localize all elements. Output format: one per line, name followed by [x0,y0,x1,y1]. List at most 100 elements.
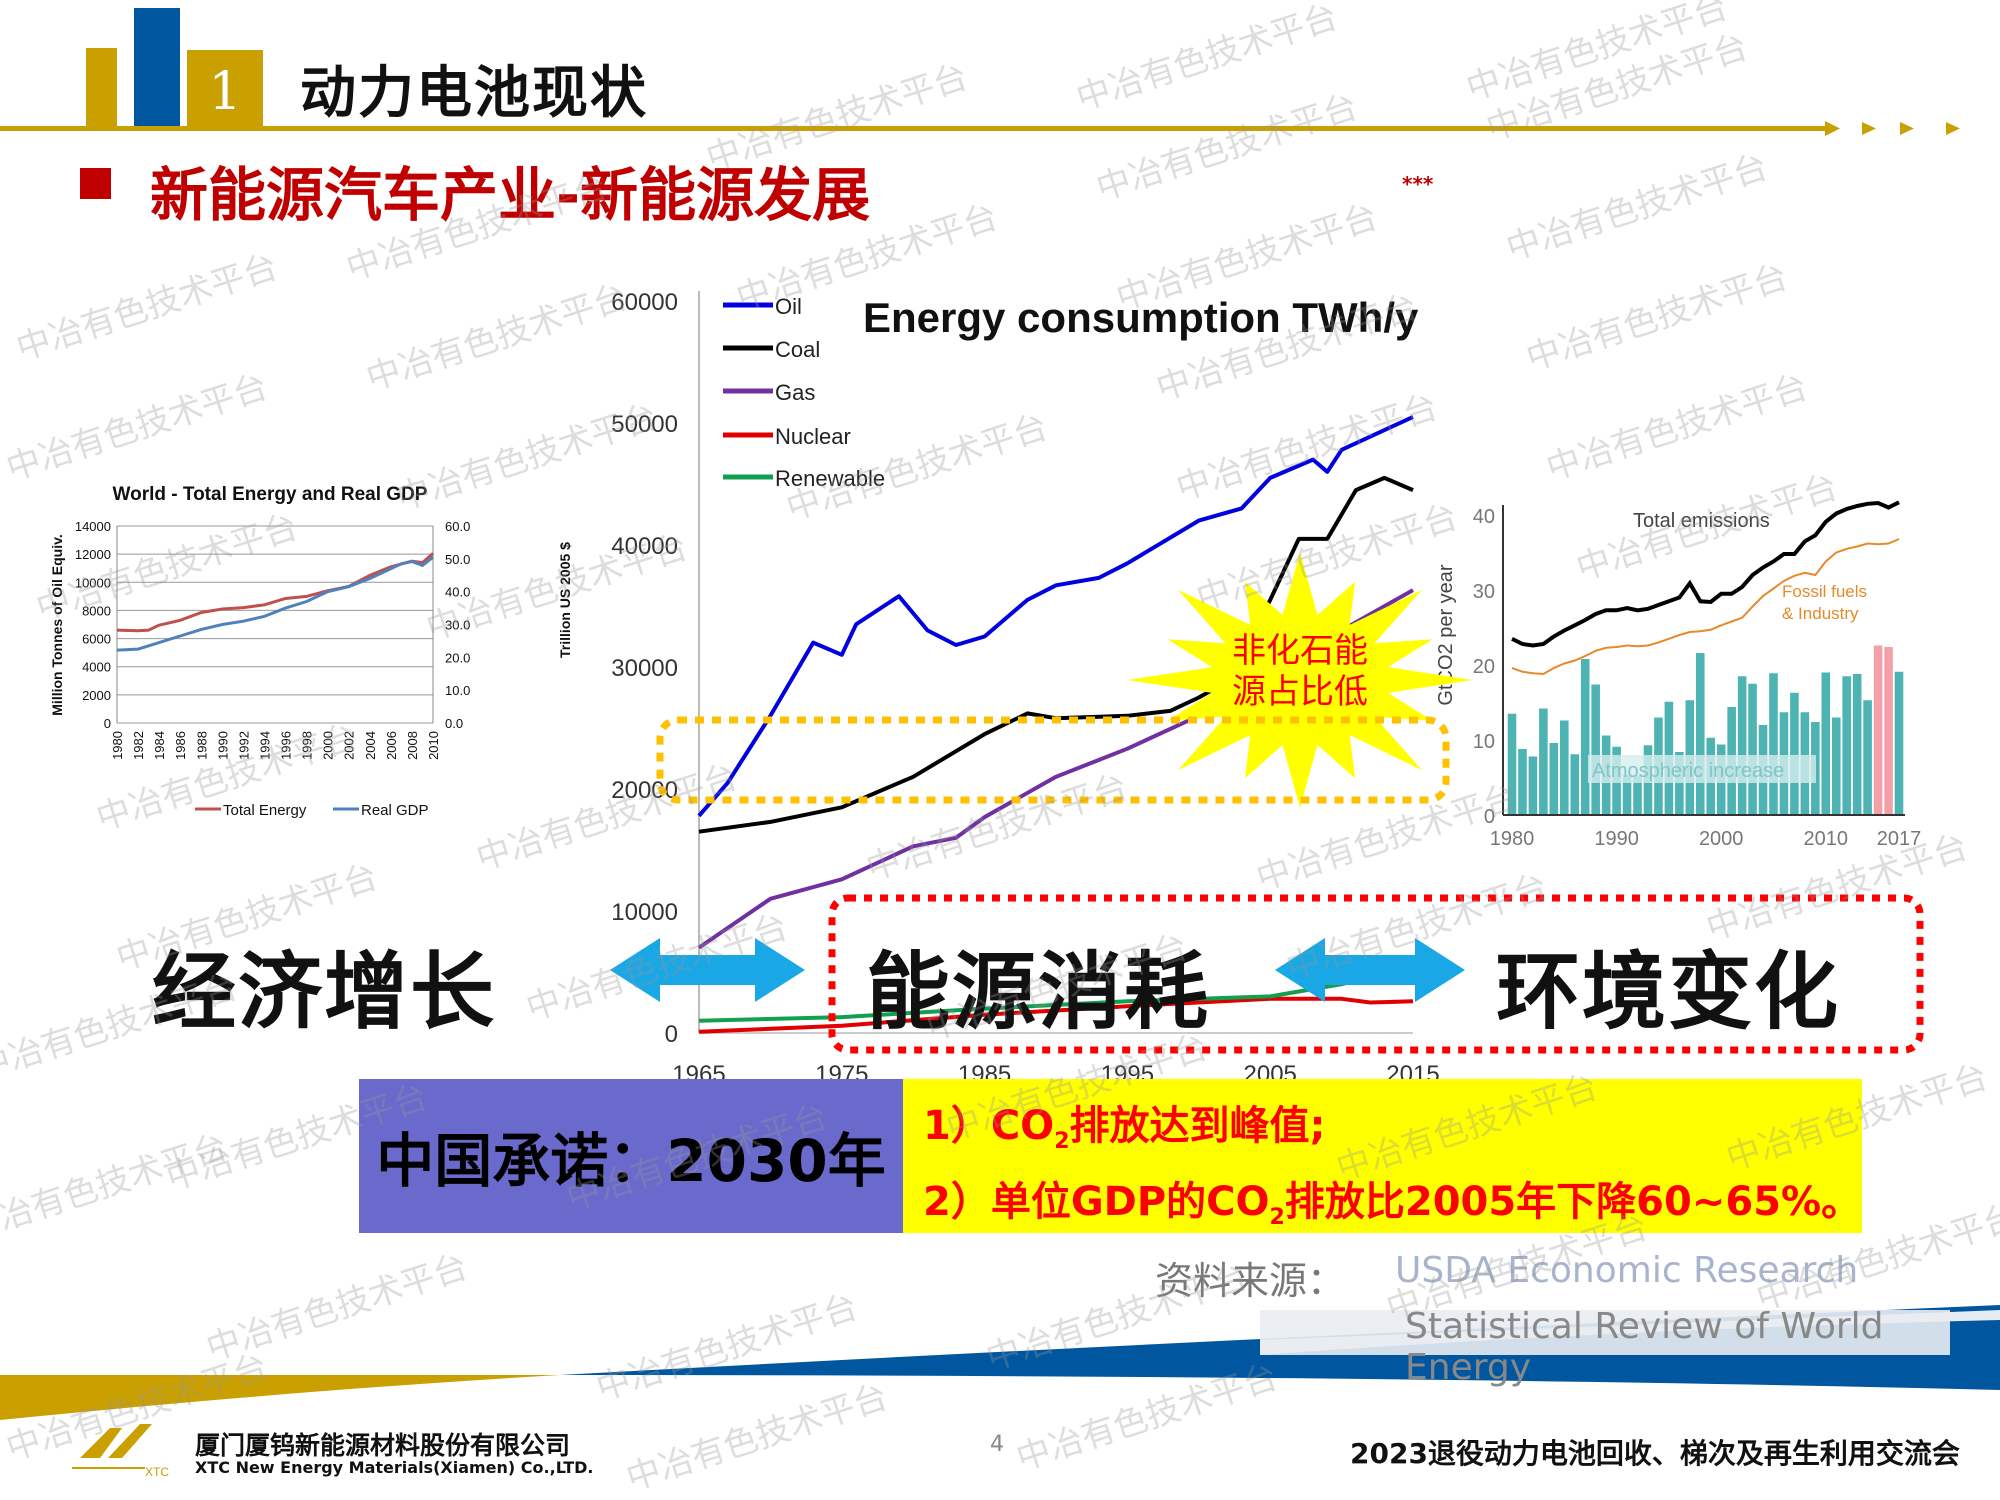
goal-2-prefix: 2）单位GDP的CO [923,1179,1270,1225]
y-tick-label: 6000 [82,632,111,647]
renewable-highlight-box [656,716,1450,804]
bar-1987 [1580,659,1590,815]
energy-environment-box [828,894,1924,1054]
economy-growth-label: 经济增长 [152,943,497,1041]
header-bar-blue [134,8,180,128]
co2-emissions-chart: 0 10 20 30 40 1980 1990 2000 2010 2017 Total emiss… [1435,500,1922,850]
x-tick-label: 1996 [279,731,294,760]
x-tick-label: 1994 [257,731,272,760]
x-tick-label: 2002 [342,731,357,760]
y-tick-label: 50000 [611,411,678,438]
china-promise-box: 中国承诺：2030年 [359,1079,903,1233]
y-axis-title: GtCO2 per year [1435,564,1457,706]
bar-2010 [1821,672,1831,815]
series-line-coal [698,475,1414,834]
x-tick-label: 1984 [152,731,167,760]
x-tick-label: 2008 [405,731,420,760]
page-number: 4 [990,1432,1004,1457]
series-label-fossil-line1: Fossil fuels [1782,582,1867,601]
x-tick-label: 1980 [110,731,125,760]
y2-axis-title: Trillion US 2005 $ [557,542,573,658]
legend-label: Real GDP [361,802,429,819]
series-line-nuclear [698,996,1414,1034]
x-tick-label: 1992 [236,731,251,760]
series-line-total-energy [116,552,434,633]
goal-2: 2）单位GDP的CO2排放比2005年下降60~65%。 [923,1169,1861,1230]
callout-line2: 源占比低 [1232,673,1368,711]
legend-label: Gas [775,380,815,405]
source-statistical-review: Statistical Review of World Energy [1405,1306,1884,1388]
x-tick-label: 2006 [384,731,399,760]
bar-2016 [1884,647,1893,815]
bar-2012 [1842,676,1851,815]
callout-line1: 非化石能 [1232,632,1368,670]
promise-goals-box: 1）CO2排放达到峰值; 2）单位GDP的CO2排放比2005年下降60~65%… [903,1079,1862,1233]
y-tick-label: 0 [1484,806,1495,828]
y-tick-label: 4000 [82,660,111,675]
promise-label: 中国承诺：2030年 [376,1127,886,1195]
bar-2017 [1894,671,1904,815]
goal-1-sub: 2 [1054,1129,1070,1154]
bar-1984 [1549,743,1559,815]
y-tick-label: 20000 [611,777,678,804]
y-tick-label: 8000 [82,603,111,618]
legend-label: Coal [775,337,820,362]
y-tick-label: 40000 [611,533,678,560]
x-tick-label: 2017 [1877,828,1922,850]
section-number: 1 [187,50,263,128]
bar-series-label: Atmospheric increase [1592,760,1784,782]
x-tick-label: 1988 [194,731,209,760]
bullet-square [80,168,111,199]
section-subtitle: 新能源汽车产业-新能源发展 [150,161,871,229]
environment-change-label: 环境变化 [1496,943,1841,1041]
bar-2003 [1748,683,1757,815]
series-label-total-emissions: Total emissions [1633,510,1770,532]
source-usda: USDA Economic Research [1395,1250,1859,1291]
series-line-total-emissions [1511,500,1900,648]
energy-consumption-label: 能源消耗 [866,943,1211,1041]
series-label-fossil-line2: & Industry [1782,604,1859,623]
y-tick-label: 30 [1473,581,1495,603]
company-logo: XTC [72,1424,169,1479]
x-tick-label: 2000 [1699,828,1744,850]
bar-1986 [1570,754,1580,815]
goal-1: 1）CO2排放达到峰值; [923,1093,1326,1154]
series-line-fossil-fuels [1511,538,1900,676]
y-tick-label: 10000 [75,575,111,590]
marker-text: *** [1402,172,1434,196]
y-tick-label: 20 [1473,656,1495,678]
series-line-real-gdp [116,556,434,652]
x-tick-label: 1980 [1490,828,1535,850]
y-axis-title: Million Tonnes of Oil Equiv. [49,534,65,715]
bar-1992 [1633,775,1642,815]
y-tick-label: 30000 [611,655,678,682]
legend-label: Renewable [775,466,885,491]
bar-2005 [1769,673,1778,815]
x-tick-label: 2004 [363,731,378,760]
sources-label: 资料来源： [1155,1259,1346,1303]
bar-1991 [1622,774,1632,815]
y2-tick-label: 0.0 [445,716,463,731]
bar-1980 [1507,713,1517,815]
header-bar-gold [86,48,117,128]
y-tick-label: 12000 [75,547,111,562]
y-tick-label: 14000 [75,519,111,534]
company-name-en: XTC New Energy Materials(Xiamen) Co.,LTD… [195,1458,594,1477]
bar-2014 [1863,700,1872,815]
logo-text: XTC [145,1465,169,1479]
goal-2-suffix: 排放比2005年下降60~65%。 [1284,1179,1862,1225]
bar-2011 [1831,717,1841,815]
x-tick-label: 1990 [1594,828,1639,850]
legend-label: Nuclear [775,424,851,449]
x-tick-label: 2010 [1804,828,1849,850]
double-arrow-energy-environment [1275,938,1465,1002]
energy-gdp-chart: World - Total Energy and Real GDP 0 2000 40… [49,484,573,819]
legend-label: Oil [775,294,802,319]
y-tick-label: 60000 [611,289,678,316]
goal-1-suffix: 排放达到峰值; [1069,1103,1326,1149]
x-tick-label: 1998 [300,731,315,760]
chart-title: World - Total Energy and Real GDP [113,484,428,505]
bar-1996 [1675,752,1684,815]
page-title: 动力电池现状 [300,61,648,126]
series-line-oil [697,415,1414,818]
